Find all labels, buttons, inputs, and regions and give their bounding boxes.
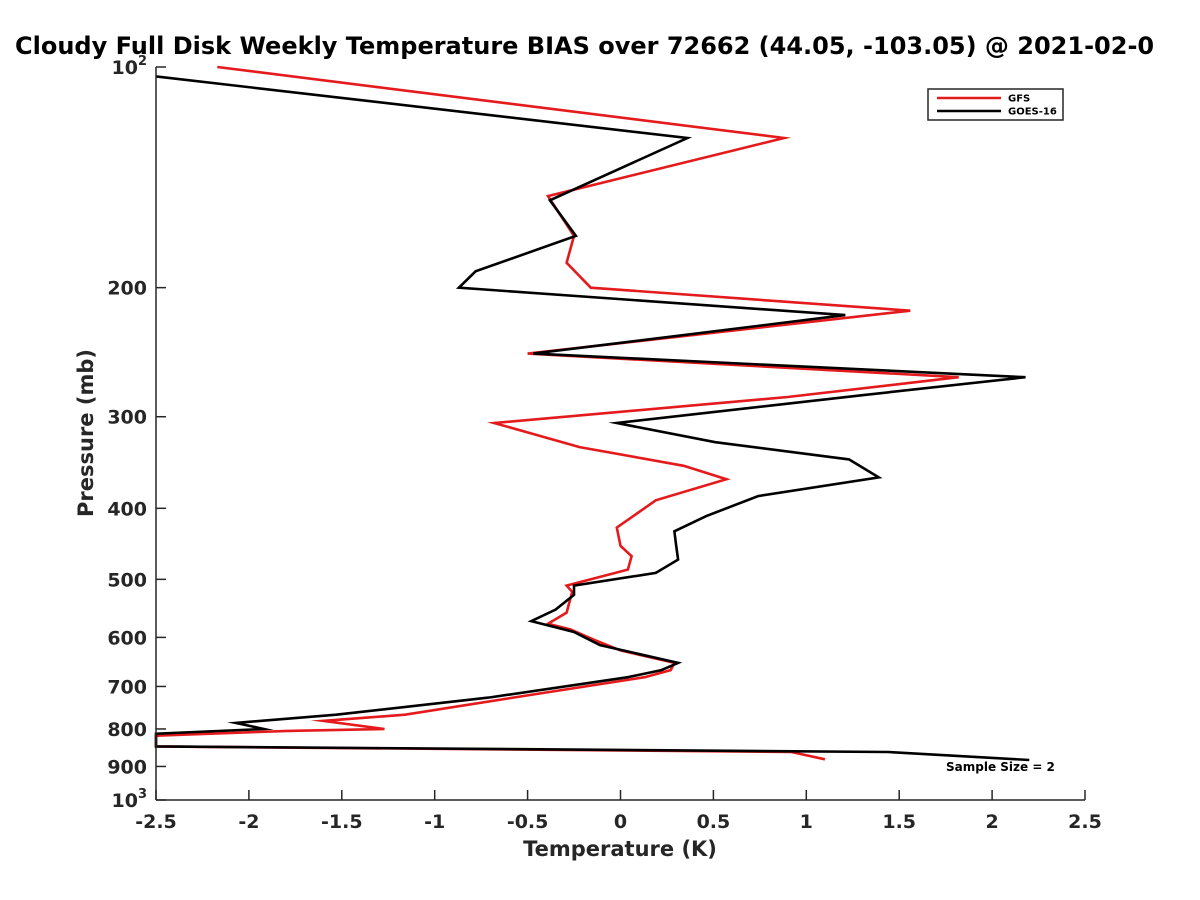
y-tick-label-power: 103 [112, 787, 148, 812]
y-tick-power-base: 10 [112, 57, 138, 79]
x-tick-label: -2 [238, 811, 259, 833]
y-tick-label: 500 [107, 569, 147, 591]
legend-label: GOES-16 [1008, 107, 1057, 118]
y-tick-label: 800 [107, 719, 147, 741]
x-tick-label: 2.5 [1068, 811, 1102, 833]
x-tick-label: -1.5 [321, 811, 363, 833]
legend-box [927, 88, 1064, 121]
x-tick-label: 1.5 [882, 811, 916, 833]
y-tick-label: 600 [107, 627, 147, 649]
x-tick-label: -0.5 [507, 811, 549, 833]
y-tick-power-exponent: 3 [138, 787, 147, 802]
x-tick-label: 2 [985, 811, 998, 833]
y-tick-power-exponent: 2 [138, 54, 147, 69]
chart-title: Cloudy Full Disk Weekly Temperature BIAS… [15, 32, 1154, 60]
legend-label: GFS [1008, 94, 1030, 105]
x-tick-label: -2.5 [135, 811, 177, 833]
series-line-goes-16 [154, 75, 1030, 762]
legend: GFS GOES-16 [927, 88, 1064, 121]
y-tick-label: 400 [107, 498, 147, 520]
series-layer [154, 65, 1030, 762]
x-tick-label: -1 [424, 811, 445, 833]
y-tick-label: 700 [107, 676, 147, 698]
y-tick-label: 200 [107, 278, 147, 300]
y-tick-label: 300 [107, 407, 147, 429]
y-tick-label-power: 102 [112, 54, 148, 79]
x-tick-label: 0.5 [697, 811, 731, 833]
x-tick-label: 0 [614, 811, 627, 833]
y-axis-label: Pressure (mb) [74, 349, 98, 517]
x-ticks: -2.5 -2 -1.5 -1 -0.5 0 0.5 1 1.5 2 2.5 [135, 790, 1102, 833]
series-line-gfs [154, 65, 959, 761]
x-tick-label: 1 [800, 811, 813, 833]
plot-area [154, 65, 1085, 800]
y-tick-label: 900 [107, 756, 147, 778]
x-axis-label: Temperature (K) [523, 837, 717, 861]
y-tick-power-base: 10 [112, 790, 138, 812]
sample-size-annotation: Sample Size = 2 [946, 760, 1055, 774]
axes-layer: -2.5 -2 -1.5 -1 -0.5 0 0.5 1 1.5 2 2.5 10220030040… [107, 54, 1102, 833]
